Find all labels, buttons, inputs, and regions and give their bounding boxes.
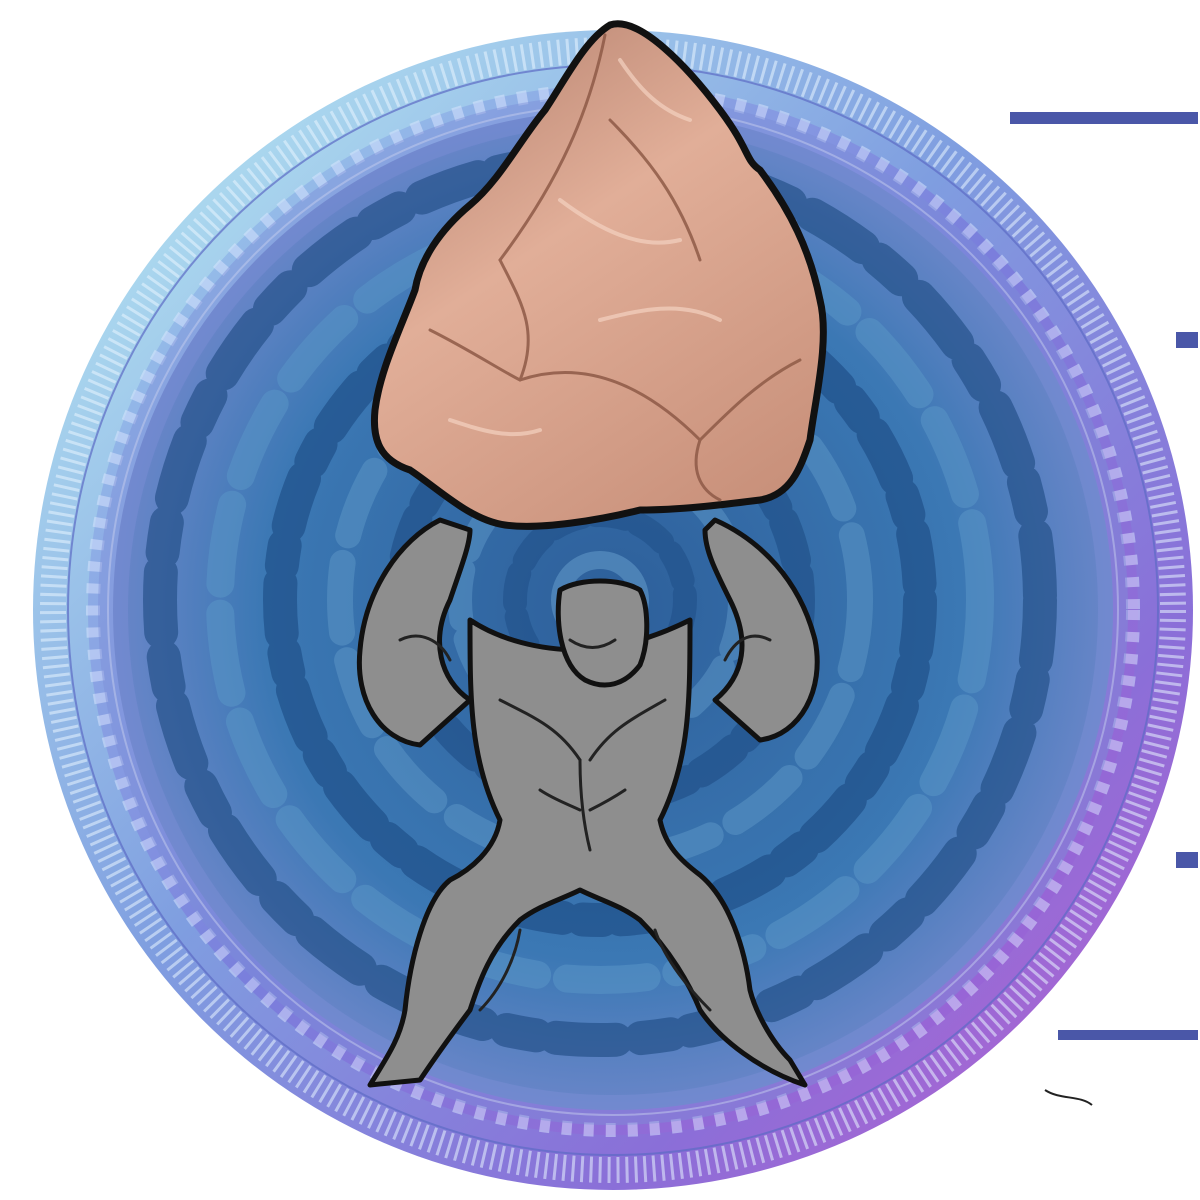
head: [555, 578, 650, 688]
right-arm: [702, 517, 820, 743]
boulder-facets: [428, 33, 802, 502]
left-arm: [356, 517, 473, 748]
edge-mark-upper: [1176, 332, 1198, 348]
edge-mark-lower: [1176, 852, 1198, 868]
edge-mark-top: [1010, 112, 1198, 124]
boulder-body: [370, 20, 827, 530]
torso-legs: [367, 617, 808, 1088]
edge-mark-bottom: [1058, 1030, 1198, 1040]
muscle-lines: [398, 634, 772, 1012]
artist-signature: [1044, 1089, 1093, 1106]
boulder-highlights: [448, 58, 722, 437]
strongman-figure: [356, 517, 820, 1088]
boulder: [370, 20, 827, 530]
